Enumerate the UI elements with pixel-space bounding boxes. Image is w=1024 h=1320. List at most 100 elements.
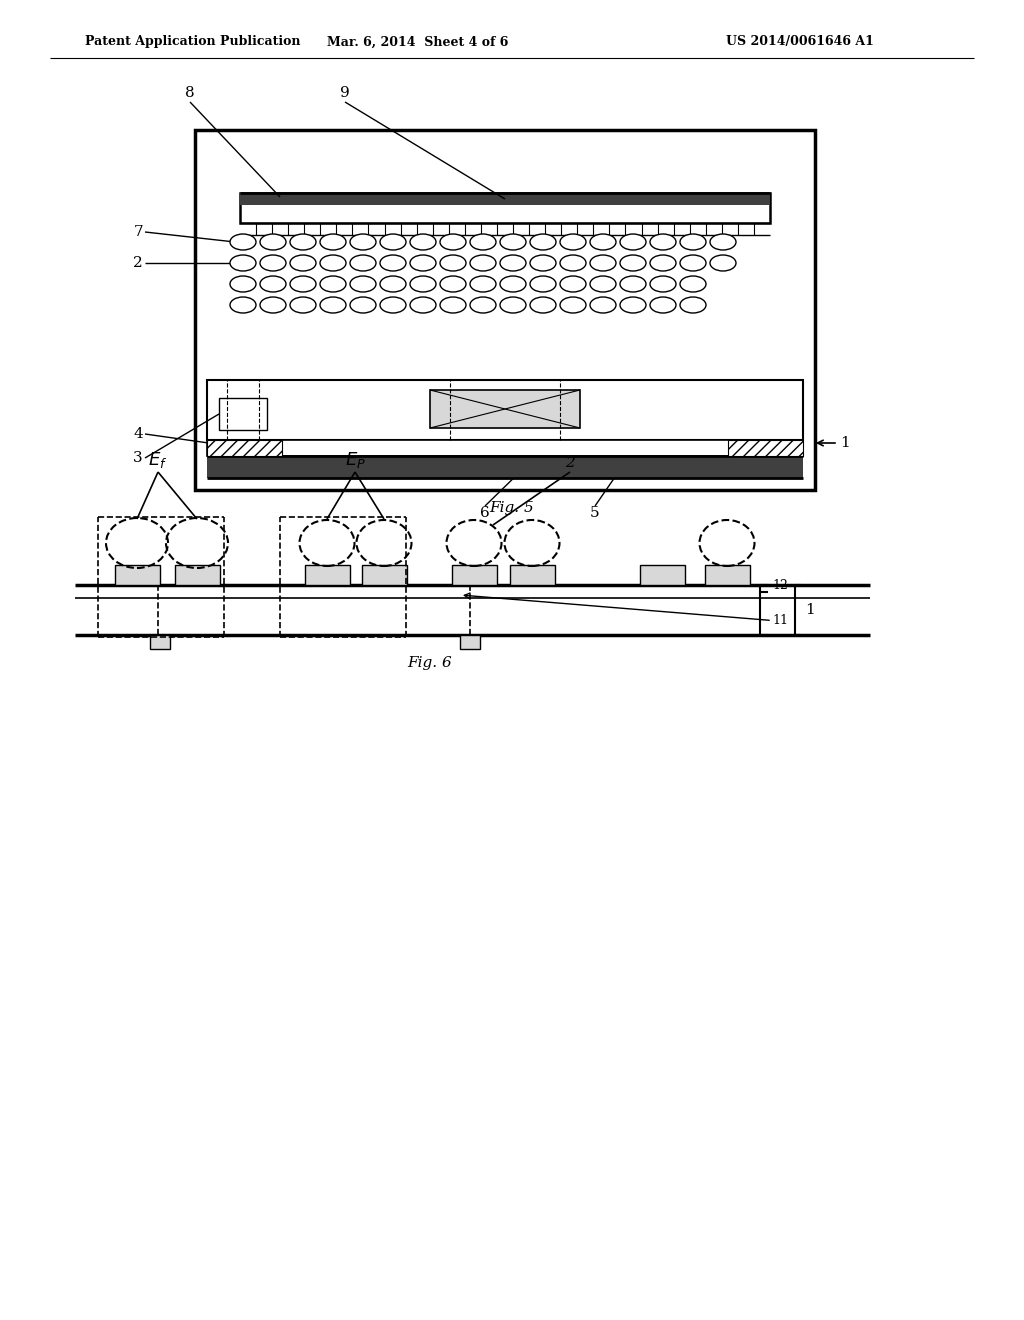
Ellipse shape [290,297,316,313]
Ellipse shape [440,255,466,271]
Ellipse shape [260,297,286,313]
Ellipse shape [560,276,586,292]
Ellipse shape [560,255,586,271]
Bar [207,440,282,455]
Ellipse shape [680,255,706,271]
Bar [705,565,750,585]
Ellipse shape [530,255,556,271]
Ellipse shape [500,297,526,313]
Bar [207,455,803,478]
Text: Patent Application Publication: Patent Application Publication [85,36,300,49]
Bar [115,565,160,585]
Text: 6: 6 [480,506,489,520]
Bar [240,193,770,205]
Text: $E_P$: $E_P$ [344,450,366,470]
Ellipse shape [350,297,376,313]
Bar [195,129,815,490]
Ellipse shape [560,297,586,313]
Text: US 2014/0061646 A1: US 2014/0061646 A1 [726,36,873,49]
Text: 1: 1 [840,436,850,450]
Ellipse shape [590,297,616,313]
Ellipse shape [440,234,466,249]
Ellipse shape [319,297,346,313]
Text: 3: 3 [133,451,143,465]
Bar [510,565,555,585]
Bar [728,440,803,455]
Bar [305,565,350,585]
Ellipse shape [230,276,256,292]
Bar [452,565,497,585]
Ellipse shape [410,255,436,271]
Ellipse shape [440,276,466,292]
Text: 2: 2 [565,455,574,470]
Ellipse shape [380,297,406,313]
Ellipse shape [350,234,376,249]
Ellipse shape [380,234,406,249]
Ellipse shape [260,276,286,292]
Ellipse shape [620,234,646,249]
Ellipse shape [230,234,256,249]
Bar [219,399,267,430]
Ellipse shape [350,255,376,271]
Ellipse shape [410,276,436,292]
Ellipse shape [560,234,586,249]
Ellipse shape [530,234,556,249]
Ellipse shape [680,276,706,292]
Ellipse shape [530,297,556,313]
Ellipse shape [620,297,646,313]
Text: 12: 12 [772,579,787,591]
Text: 11: 11 [772,614,788,627]
Ellipse shape [710,255,736,271]
Text: 8: 8 [185,86,195,100]
Ellipse shape [230,297,256,313]
Bar [150,635,170,649]
Ellipse shape [440,297,466,313]
Text: 9: 9 [340,86,350,100]
Ellipse shape [590,234,616,249]
Ellipse shape [530,276,556,292]
Ellipse shape [290,234,316,249]
Ellipse shape [650,234,676,249]
Ellipse shape [590,255,616,271]
Bar [640,565,685,585]
Bar [240,193,770,223]
Ellipse shape [650,297,676,313]
Text: $E_f$: $E_f$ [148,450,168,470]
Ellipse shape [260,255,286,271]
Ellipse shape [230,255,256,271]
Ellipse shape [260,234,286,249]
Ellipse shape [290,276,316,292]
Text: 1: 1 [805,603,815,616]
Ellipse shape [319,234,346,249]
Ellipse shape [500,234,526,249]
Bar [430,389,580,428]
Ellipse shape [319,276,346,292]
Ellipse shape [620,255,646,271]
Ellipse shape [470,255,496,271]
Ellipse shape [590,276,616,292]
Ellipse shape [650,276,676,292]
Text: 5: 5 [590,506,600,520]
Ellipse shape [380,276,406,292]
Ellipse shape [470,297,496,313]
Bar [175,565,220,585]
Text: Mar. 6, 2014  Sheet 4 of 6: Mar. 6, 2014 Sheet 4 of 6 [328,36,509,49]
Text: 2: 2 [133,256,143,271]
Ellipse shape [710,234,736,249]
Ellipse shape [290,255,316,271]
Ellipse shape [620,276,646,292]
Ellipse shape [500,255,526,271]
Ellipse shape [410,234,436,249]
Bar [362,565,407,585]
Ellipse shape [470,234,496,249]
Ellipse shape [680,297,706,313]
Ellipse shape [500,276,526,292]
Text: Fig. 6: Fig. 6 [408,656,453,671]
Ellipse shape [380,255,406,271]
Bar [207,440,803,455]
Bar [207,380,803,440]
Ellipse shape [319,255,346,271]
Text: 7: 7 [133,224,143,239]
Ellipse shape [410,297,436,313]
Ellipse shape [350,276,376,292]
